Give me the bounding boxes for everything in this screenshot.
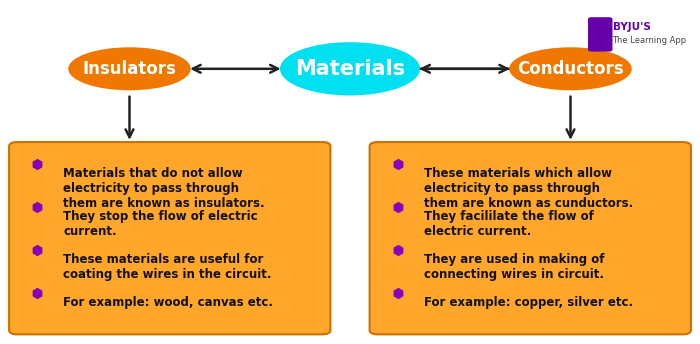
Text: These materials which allow
electricity to pass through
them are known as cunduc: These materials which allow electricity … (424, 167, 633, 210)
Text: They facililate the flow of
electric current.: They facililate the flow of electric cur… (424, 210, 594, 238)
Text: Materials that do not allow
electricity to pass through
them are known as insula: Materials that do not allow electricity … (63, 167, 265, 210)
Text: The Learning App: The Learning App (612, 36, 687, 45)
FancyBboxPatch shape (9, 142, 330, 334)
Text: Insulators: Insulators (83, 60, 176, 78)
Ellipse shape (510, 47, 631, 90)
Text: For example: wood, canvas etc.: For example: wood, canvas etc. (63, 296, 273, 309)
Text: These materials are useful for
coating the wires in the circuit.: These materials are useful for coating t… (63, 253, 272, 281)
FancyBboxPatch shape (370, 142, 691, 334)
Text: Conductors: Conductors (517, 60, 624, 78)
Text: They are used in making of
connecting wires in circuit.: They are used in making of connecting wi… (424, 253, 604, 281)
Text: For example: copper, silver etc.: For example: copper, silver etc. (424, 296, 633, 309)
Ellipse shape (69, 47, 190, 90)
Text: Materials: Materials (295, 59, 405, 79)
FancyBboxPatch shape (588, 17, 612, 52)
Text: They stop the flow of electric
current.: They stop the flow of electric current. (63, 210, 258, 238)
Text: BYJU'S: BYJU'S (612, 22, 650, 32)
Ellipse shape (280, 42, 420, 96)
